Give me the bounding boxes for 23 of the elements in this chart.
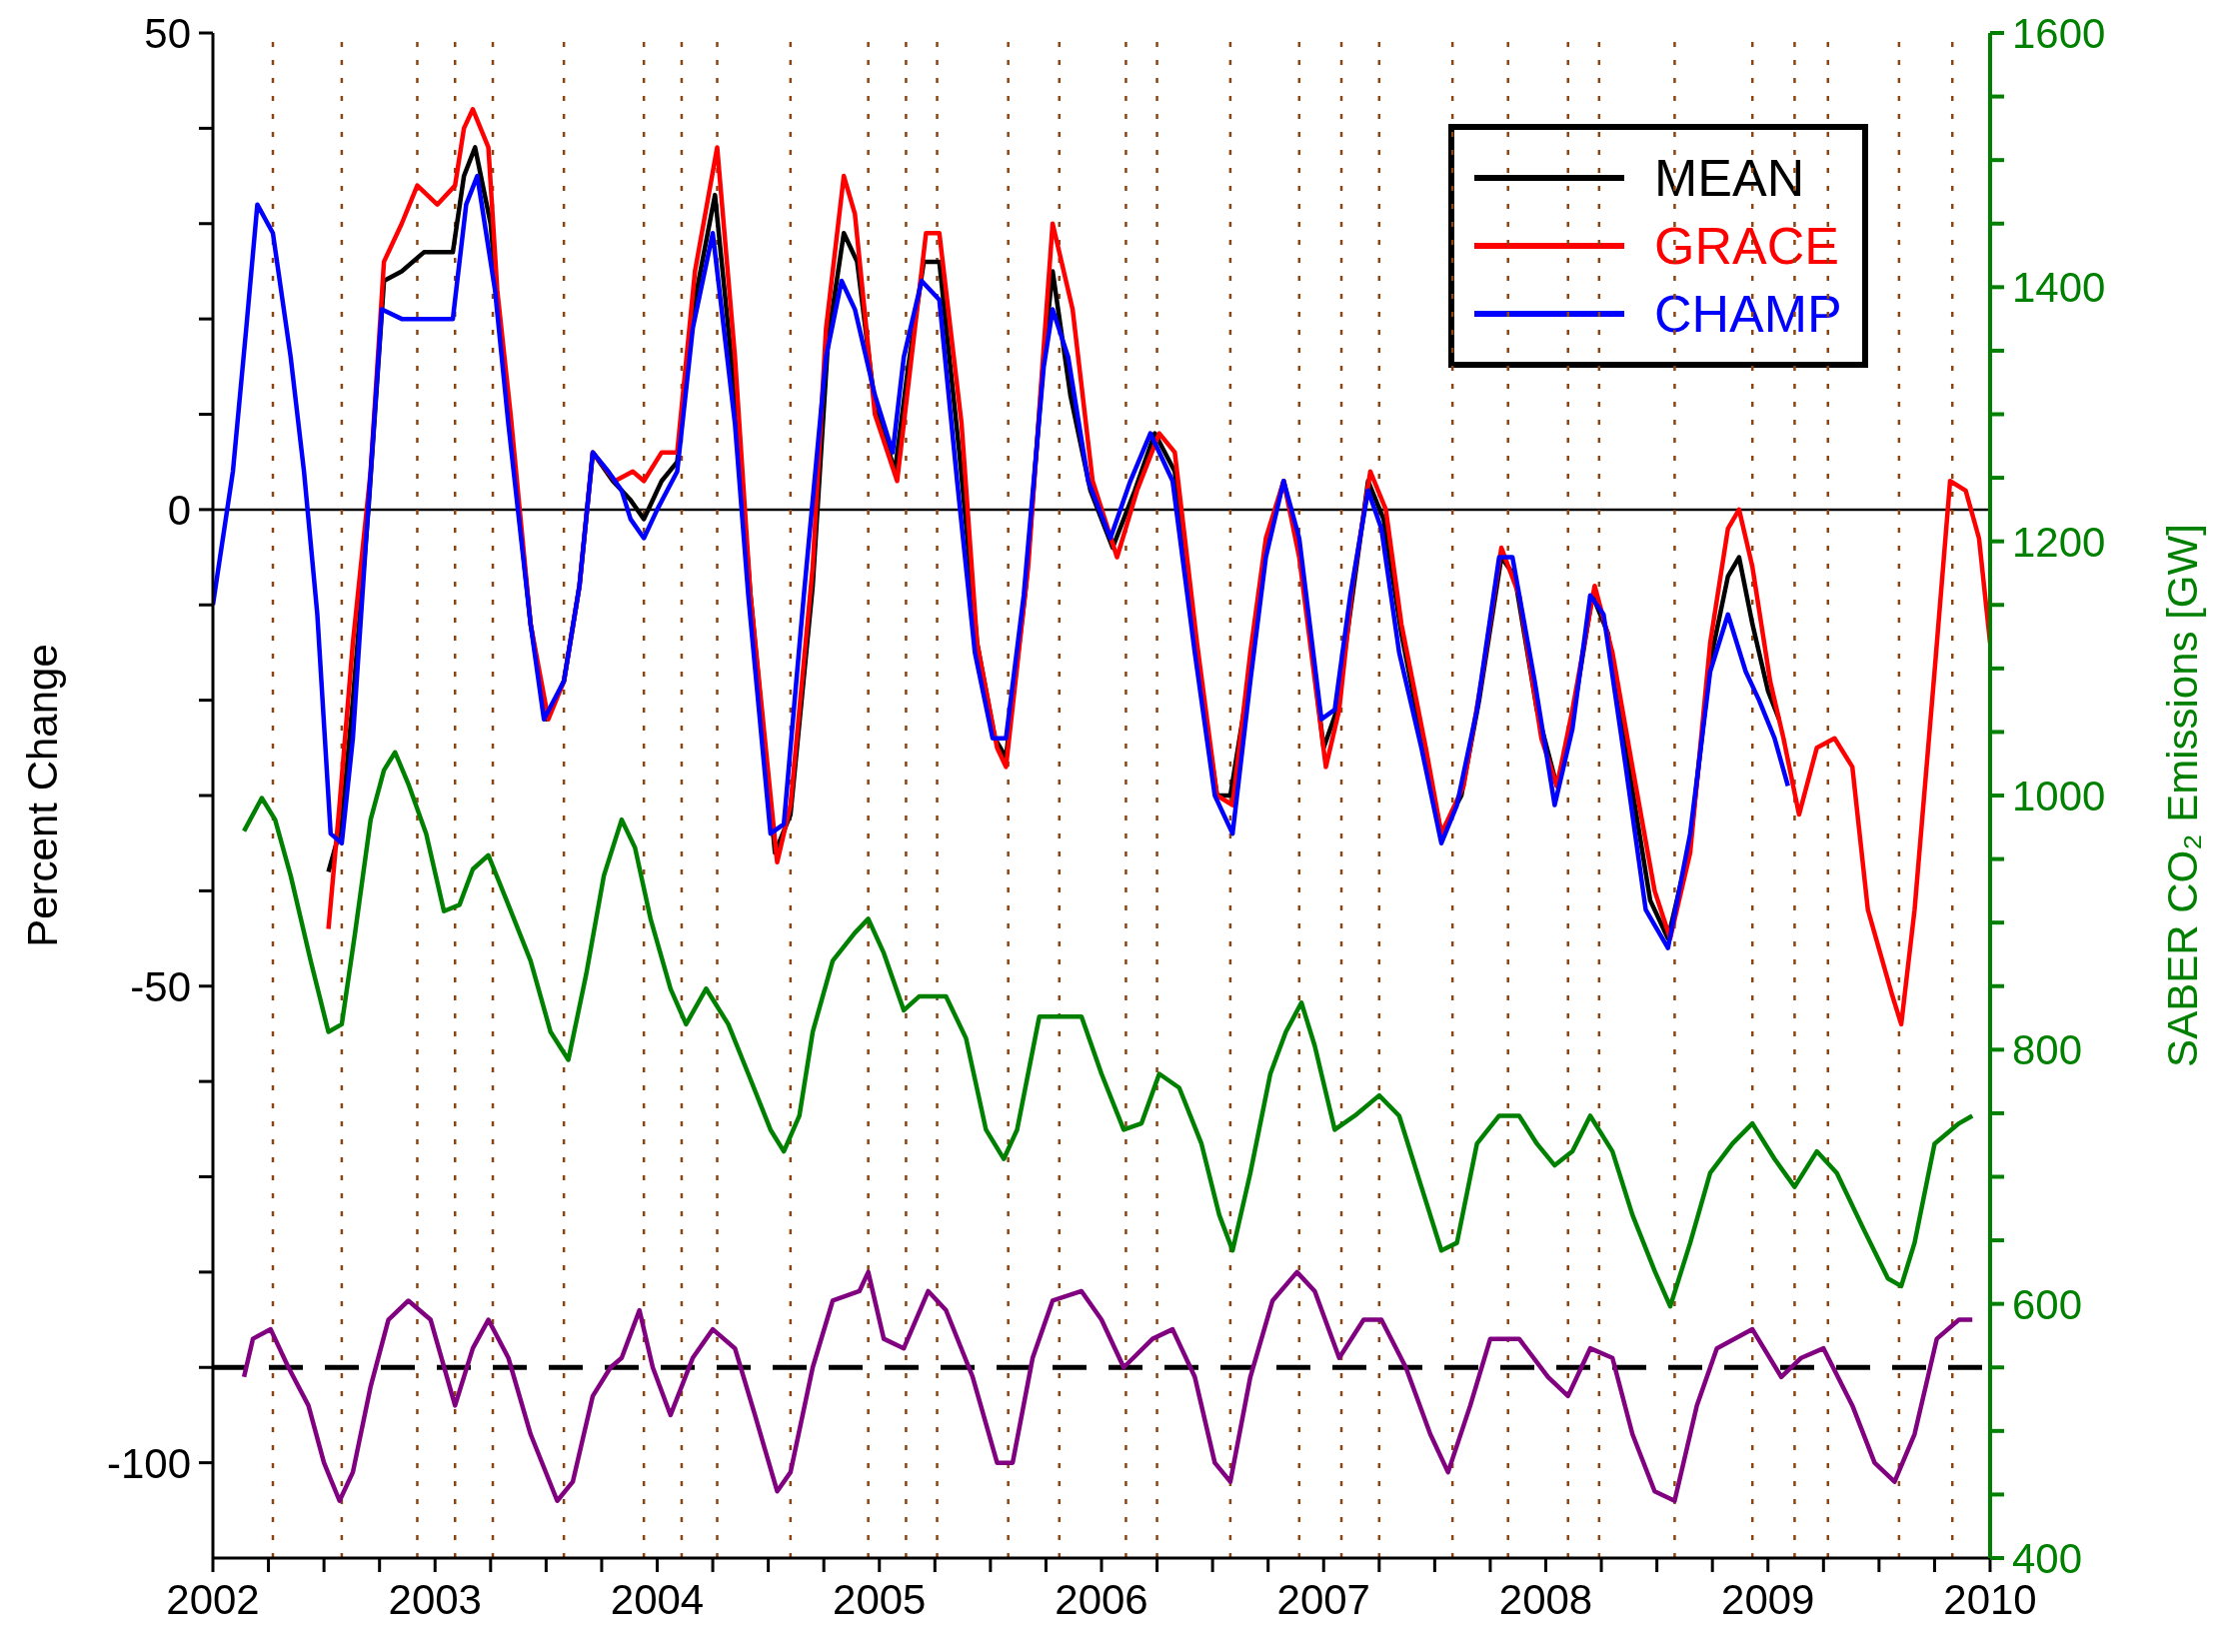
x-tick-label: 2004 [610, 1576, 705, 1623]
x-tick-label: 2003 [388, 1576, 482, 1623]
y-axis-title: Percent Change [18, 644, 66, 947]
x-tick-label: 2005 [833, 1576, 927, 1623]
y2-tick-label: 1600 [2012, 10, 2106, 57]
y-tick-label: 50 [144, 10, 191, 57]
y2-tick-label: 800 [2012, 1026, 2083, 1074]
x-tick-label: 2009 [1721, 1576, 1815, 1623]
legend-label: CHAMP [1654, 284, 1842, 344]
x-tick-label: 2002 [166, 1576, 260, 1623]
y2-tick-label: 1200 [2012, 518, 2106, 566]
y-tick-label: -100 [106, 1439, 191, 1487]
y-tick-label: 0 [167, 486, 191, 534]
y-tick-label: -50 [130, 962, 191, 1010]
y2-tick-label: 1000 [2012, 773, 2106, 820]
x-tick-label: 2007 [1276, 1576, 1370, 1623]
y2-tick-label: 1400 [2012, 264, 2106, 312]
x-tick-label: 2008 [1498, 1576, 1593, 1623]
legend-label: MEAN [1654, 148, 1805, 208]
legend-label: GRACE [1654, 216, 1839, 276]
y2-axis-title: SABER CO₂ Emissions [GW] [2158, 524, 2206, 1067]
y2-tick-label: 600 [2012, 1280, 2083, 1328]
x-tick-label: 2006 [1055, 1576, 1148, 1623]
